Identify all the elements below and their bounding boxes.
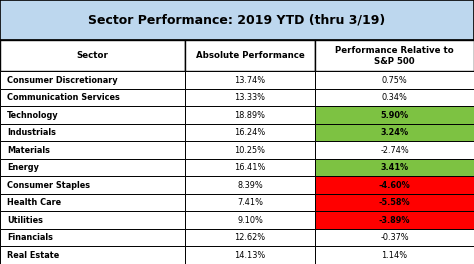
FancyBboxPatch shape xyxy=(0,124,185,141)
Text: 0.34%: 0.34% xyxy=(382,93,408,102)
Text: Consumer Discretionary: Consumer Discretionary xyxy=(7,76,118,84)
Text: Energy: Energy xyxy=(7,163,39,172)
Text: 14.13%: 14.13% xyxy=(235,251,265,260)
FancyBboxPatch shape xyxy=(315,106,474,124)
Text: Utilities: Utilities xyxy=(7,216,43,225)
FancyBboxPatch shape xyxy=(185,176,315,194)
FancyBboxPatch shape xyxy=(185,40,315,71)
Text: Sector: Sector xyxy=(76,51,109,60)
Text: Technology: Technology xyxy=(7,111,59,120)
Text: 13.33%: 13.33% xyxy=(235,93,265,102)
Text: Sector Performance: 2019 YTD (thru 3/19): Sector Performance: 2019 YTD (thru 3/19) xyxy=(88,13,386,27)
Text: Industrials: Industrials xyxy=(7,128,56,137)
Text: Materials: Materials xyxy=(7,146,50,155)
FancyBboxPatch shape xyxy=(315,89,474,106)
Text: 16.24%: 16.24% xyxy=(235,128,265,137)
Text: 5.90%: 5.90% xyxy=(381,111,409,120)
Text: -4.60%: -4.60% xyxy=(379,181,410,190)
FancyBboxPatch shape xyxy=(315,71,474,89)
Text: Real Estate: Real Estate xyxy=(7,251,59,260)
FancyBboxPatch shape xyxy=(315,211,474,229)
FancyBboxPatch shape xyxy=(315,176,474,194)
Text: 1.14%: 1.14% xyxy=(382,251,408,260)
FancyBboxPatch shape xyxy=(185,194,315,211)
FancyBboxPatch shape xyxy=(0,71,185,89)
Text: -3.89%: -3.89% xyxy=(379,216,410,225)
FancyBboxPatch shape xyxy=(315,247,474,264)
Text: -0.37%: -0.37% xyxy=(380,233,409,242)
Text: 9.10%: 9.10% xyxy=(237,216,263,225)
Text: Consumer Staples: Consumer Staples xyxy=(7,181,90,190)
Text: Absolute Performance: Absolute Performance xyxy=(196,51,304,60)
FancyBboxPatch shape xyxy=(0,211,185,229)
FancyBboxPatch shape xyxy=(185,211,315,229)
FancyBboxPatch shape xyxy=(315,194,474,211)
FancyBboxPatch shape xyxy=(185,159,315,176)
FancyBboxPatch shape xyxy=(185,106,315,124)
FancyBboxPatch shape xyxy=(0,89,185,106)
Text: Financials: Financials xyxy=(7,233,53,242)
Text: 10.25%: 10.25% xyxy=(235,146,265,155)
FancyBboxPatch shape xyxy=(0,0,474,40)
FancyBboxPatch shape xyxy=(185,229,315,247)
Text: Health Care: Health Care xyxy=(7,198,61,207)
FancyBboxPatch shape xyxy=(185,124,315,141)
Text: 3.24%: 3.24% xyxy=(381,128,409,137)
Text: 7.41%: 7.41% xyxy=(237,198,263,207)
Text: 16.41%: 16.41% xyxy=(234,163,266,172)
FancyBboxPatch shape xyxy=(0,141,185,159)
FancyBboxPatch shape xyxy=(315,141,474,159)
Text: 3.41%: 3.41% xyxy=(381,163,409,172)
FancyBboxPatch shape xyxy=(0,229,185,247)
FancyBboxPatch shape xyxy=(315,229,474,247)
FancyBboxPatch shape xyxy=(0,159,185,176)
Text: 13.74%: 13.74% xyxy=(235,76,265,84)
Text: 0.75%: 0.75% xyxy=(382,76,408,84)
FancyBboxPatch shape xyxy=(315,124,474,141)
FancyBboxPatch shape xyxy=(185,89,315,106)
Text: 8.39%: 8.39% xyxy=(237,181,263,190)
Text: 18.89%: 18.89% xyxy=(235,111,265,120)
FancyBboxPatch shape xyxy=(0,40,185,71)
FancyBboxPatch shape xyxy=(0,106,185,124)
FancyBboxPatch shape xyxy=(315,40,474,71)
FancyBboxPatch shape xyxy=(185,71,315,89)
Text: Communication Services: Communication Services xyxy=(7,93,120,102)
Text: 12.62%: 12.62% xyxy=(235,233,265,242)
Text: -2.74%: -2.74% xyxy=(380,146,409,155)
FancyBboxPatch shape xyxy=(185,141,315,159)
FancyBboxPatch shape xyxy=(315,159,474,176)
FancyBboxPatch shape xyxy=(0,194,185,211)
Text: Performance Relative to
S&P 500: Performance Relative to S&P 500 xyxy=(335,46,454,66)
FancyBboxPatch shape xyxy=(0,247,185,264)
FancyBboxPatch shape xyxy=(0,176,185,194)
FancyBboxPatch shape xyxy=(185,247,315,264)
Text: -5.58%: -5.58% xyxy=(379,198,410,207)
